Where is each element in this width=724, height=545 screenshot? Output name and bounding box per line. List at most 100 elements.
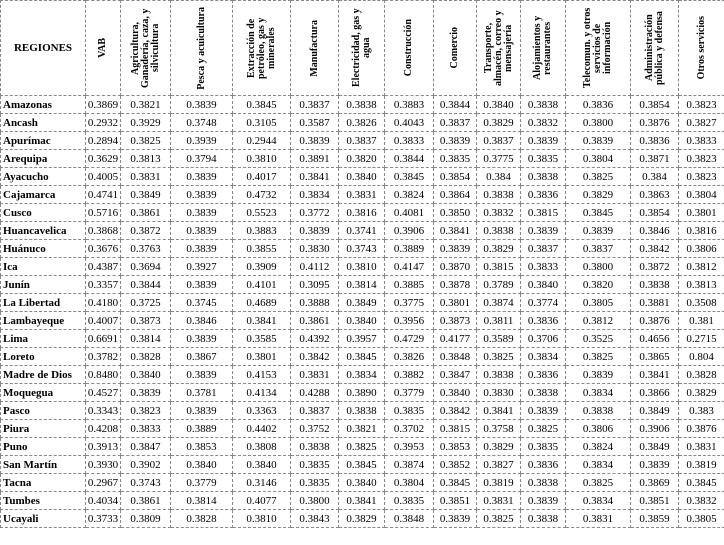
value-cell: 0.3842 [290, 347, 339, 366]
value-cell: 0.3839 [565, 131, 631, 150]
value-cell: 0.3845 [565, 203, 631, 222]
value-cell: 0.3587 [290, 113, 339, 132]
value-cell: 0.3821 [120, 95, 171, 114]
value-cell: 0.4081 [384, 203, 434, 222]
value-cell: 0.3838 [520, 167, 566, 186]
value-cell: 0.4153 [232, 365, 291, 384]
value-cell: 0.3854 [630, 95, 679, 114]
value-cell: 0.3815 [520, 203, 566, 222]
column-header: Otros servicios [678, 0, 724, 96]
value-cell: 0.3845 [338, 455, 385, 474]
table-row: Junín 0.3357 0.3844 0.3839 0.4101 0.3095 0.381… [0, 275, 724, 294]
value-cell: 0.3810 [232, 149, 291, 168]
value-cell: 0.3825 [565, 473, 631, 492]
value-cell: 0.3870 [433, 257, 477, 276]
value-cell: 0.3847 [120, 437, 171, 456]
value-cell: 0.3839 [170, 275, 233, 294]
table-row: Tumbes 0.4034 0.3861 0.3814 0.4077 0.3800 0.38… [0, 491, 724, 510]
value-cell: 0.3835 [384, 491, 434, 510]
value-cell: 0.3956 [384, 311, 434, 330]
value-cell: 0.3841 [476, 401, 521, 420]
value-cell: 0.3927 [170, 257, 233, 276]
value-cell: 0.3838 [290, 437, 339, 456]
value-cell: 0.3146 [232, 473, 291, 492]
column-header: Pesca y acuicultura [170, 0, 233, 96]
value-cell: 0.3863 [630, 185, 679, 204]
region-cell: Madre de Dios [0, 365, 86, 384]
value-cell: 0.3834 [338, 365, 385, 384]
value-cell: 0.4034 [85, 491, 121, 510]
value-cell: 0.3758 [476, 419, 521, 438]
value-cell: 0.3821 [338, 419, 385, 438]
value-cell: 0.3835 [290, 473, 339, 492]
value-cell: 0.3834 [290, 185, 339, 204]
header-text: VAB [97, 38, 108, 58]
value-cell: 0.3813 [678, 275, 724, 294]
column-header: Administración pública y defensa [630, 0, 679, 96]
value-cell: 0.3508 [678, 293, 724, 312]
value-cell: 0.3812 [678, 257, 724, 276]
value-cell: 0.3861 [120, 491, 171, 510]
value-cell: 0.3733 [85, 509, 121, 528]
value-cell: 0.4732 [232, 185, 291, 204]
table-row: Moquegua 0.4527 0.3839 0.3781 0.4134 0.4288 0.… [0, 383, 724, 402]
region-cell: Junín [0, 275, 86, 294]
value-cell: 0.3866 [630, 383, 679, 402]
value-cell: 0.3743 [120, 473, 171, 492]
value-cell: 0.4180 [85, 293, 121, 312]
value-cell: 0.3839 [520, 131, 566, 150]
table-row: Huancavelica 0.3868 0.3872 0.3839 0.3883 0.38… [0, 221, 724, 240]
value-cell: 0.3779 [170, 473, 233, 492]
value-cell: 0.3861 [120, 203, 171, 222]
value-cell: 0.3864 [433, 185, 477, 204]
region-cell: Ayacucho [0, 167, 86, 186]
value-cell: 0.4402 [232, 419, 291, 438]
value-cell: 0.3775 [384, 293, 434, 312]
value-cell: 0.3839 [433, 131, 477, 150]
value-cell: 0.3839 [290, 131, 339, 150]
value-cell: 0.3808 [232, 437, 291, 456]
region-cell: Huánuco [0, 239, 86, 258]
value-cell: 0.3890 [338, 383, 385, 402]
value-cell: 0.2932 [85, 113, 121, 132]
value-cell: 0.3825 [520, 419, 566, 438]
value-cell: 0.4656 [630, 329, 679, 348]
value-cell: 0.384 [630, 167, 679, 186]
value-cell: 0.3829 [338, 509, 385, 528]
value-cell: 0.3839 [170, 239, 233, 258]
value-cell: 0.4007 [85, 311, 121, 330]
value-cell: 0.3873 [120, 311, 171, 330]
value-cell: 0.3801 [678, 203, 724, 222]
region-cell: Lambayeque [0, 311, 86, 330]
value-cell: 0.3694 [120, 257, 171, 276]
value-cell: 0.3825 [120, 131, 171, 150]
value-cell: 0.3852 [433, 455, 477, 474]
value-cell: 0.3829 [476, 239, 521, 258]
value-cell: 0.4741 [85, 185, 121, 204]
value-cell: 0.3855 [232, 239, 291, 258]
value-cell: 0.3806 [565, 419, 631, 438]
value-cell: 0.3845 [433, 473, 477, 492]
value-cell: 0.3825 [565, 347, 631, 366]
value-cell: 0.3939 [170, 131, 233, 150]
value-cell: 0.3741 [338, 221, 385, 240]
value-cell: 0.3831 [338, 185, 385, 204]
value-cell: 0.3930 [85, 455, 121, 474]
value-cell: 0.4288 [290, 383, 339, 402]
value-cell: 0.3842 [433, 401, 477, 420]
value-cell: 0.3845 [232, 95, 291, 114]
value-cell: 0.3851 [433, 491, 477, 510]
value-cell: 0.3827 [476, 455, 521, 474]
value-cell: 0.4101 [232, 275, 291, 294]
value-cell: 0.3839 [520, 491, 566, 510]
value-cell: 0.3873 [433, 311, 477, 330]
value-cell: 0.3743 [338, 239, 385, 258]
value-cell: 0.3831 [290, 365, 339, 384]
value-cell: 0.3891 [290, 149, 339, 168]
value-cell: 0.3838 [520, 509, 566, 528]
value-cell: 0.3906 [630, 419, 679, 438]
table-row: Arequipa 0.3629 0.3813 0.3794 0.3810 0.3891 0.… [0, 149, 724, 168]
value-cell: 0.3881 [630, 293, 679, 312]
value-cell: 0.3839 [630, 455, 679, 474]
table-row: Amazonas 0.3869 0.3821 0.3839 0.3845 0.3837 0.… [0, 95, 724, 114]
